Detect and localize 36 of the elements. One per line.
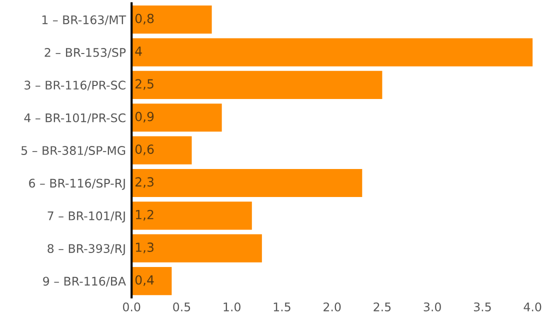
y-tick-label: 3 – BR-116/PR-SC: [24, 80, 126, 91]
y-tick-label: 9 – BR-116/BA: [43, 276, 126, 287]
x-tick-label: 3.0: [424, 302, 441, 312]
y-tick-label: 5 – BR-381/SP-MG: [21, 146, 126, 156]
y-tick-label: 8 – BR-393/RJ: [48, 244, 125, 256]
data-label: 4: [135, 46, 142, 56]
data-label: 2,3: [136, 177, 154, 188]
data-label: 0,6: [135, 144, 154, 156]
x-tick-label: 2.0: [324, 302, 341, 312]
x-tick-label: 2.5: [374, 302, 391, 312]
x-tick-label: 0.5: [173, 302, 190, 312]
bar: [132, 234, 262, 262]
data-label: 0,9: [135, 112, 154, 123]
x-tick-label: 0.0: [122, 302, 140, 312]
data-label: 0,8: [135, 14, 154, 24]
y-tick-label: 7 – BR-101/RJ: [48, 211, 125, 223]
y-tick-label: 1 – BR-163/MT: [42, 15, 126, 26]
bar: [132, 202, 252, 230]
bar: [132, 70, 382, 100]
y-tick-label: 2 – BR-153/SP: [44, 48, 126, 58]
x-tick-label: 1.5: [274, 302, 290, 312]
x-tick-label: 4.0: [524, 302, 542, 312]
data-label: 0,4: [135, 275, 154, 286]
data-label: 1,2: [136, 210, 154, 221]
bar: [132, 136, 192, 164]
bar: [132, 6, 212, 34]
x-tick-label: 3.5: [474, 302, 491, 312]
y-tick-label: 4 – BR-101/PR-SC: [24, 113, 126, 124]
data-label: 2,5: [136, 79, 154, 90]
x-tick-label: 1.0: [224, 302, 240, 312]
bar: [132, 266, 172, 296]
bar: [132, 104, 222, 132]
bar: [132, 38, 533, 66]
y-tick-label: 6 – BR-116/SP-RJ: [29, 178, 125, 190]
bar: [132, 168, 362, 198]
data-label: 1,3: [136, 242, 154, 254]
